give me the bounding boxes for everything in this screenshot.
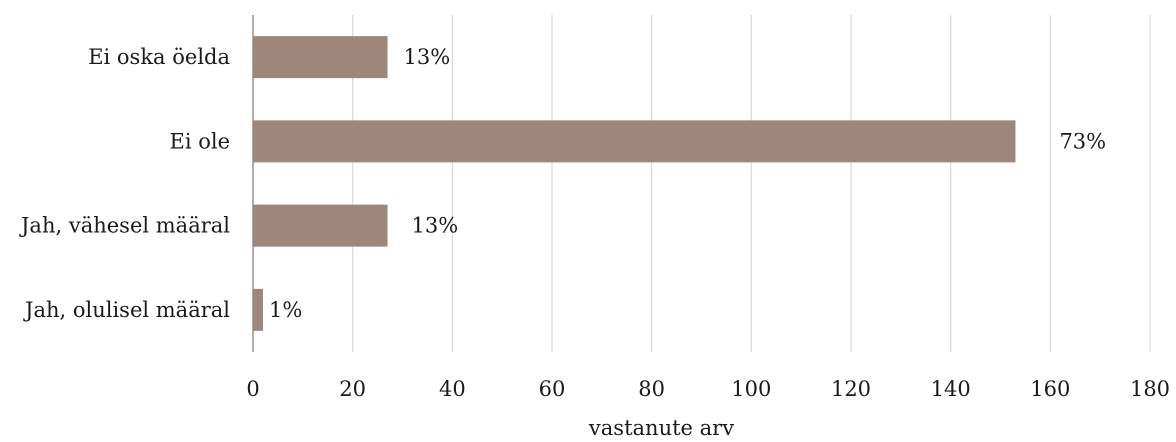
x-tick-label: 100 [731, 377, 771, 401]
x-tick-label: 120 [831, 377, 871, 401]
gridlines [352, 15, 1151, 352]
bar [253, 288, 263, 331]
data-label: 73% [1059, 129, 1106, 153]
category-label: Jah, olulisel määral [23, 298, 230, 322]
x-tick-label: 0 [246, 377, 259, 401]
bar [253, 120, 1016, 163]
bar [253, 36, 388, 79]
bars [253, 36, 1016, 331]
x-tick-label: 80 [638, 377, 665, 401]
data-labels: 13% 73% 13% 1% [269, 45, 1106, 322]
x-tick-label: 40 [439, 377, 466, 401]
x-tick-label: 60 [539, 377, 566, 401]
category-label: Ei oska öelda [88, 45, 230, 69]
category-label: Jah, vähesel määral [19, 214, 230, 238]
bar [253, 204, 388, 247]
data-label: 13% [412, 214, 459, 238]
x-axis-title: vastanute arv [588, 416, 734, 440]
x-tick-label: 160 [1030, 377, 1070, 401]
x-tick-label: 140 [931, 377, 971, 401]
data-label: 13% [404, 45, 451, 69]
category-labels: Ei oska öelda Ei ole Jah, vähesel määral Ja… [19, 45, 230, 322]
data-label: 1% [269, 298, 302, 322]
x-tick-labels: 0 20 40 60 80 100 120 140 160 180 [246, 377, 1170, 401]
x-tick-label: 180 [1130, 377, 1170, 401]
x-tick-label: 20 [339, 377, 366, 401]
category-label: Ei ole [169, 129, 230, 153]
